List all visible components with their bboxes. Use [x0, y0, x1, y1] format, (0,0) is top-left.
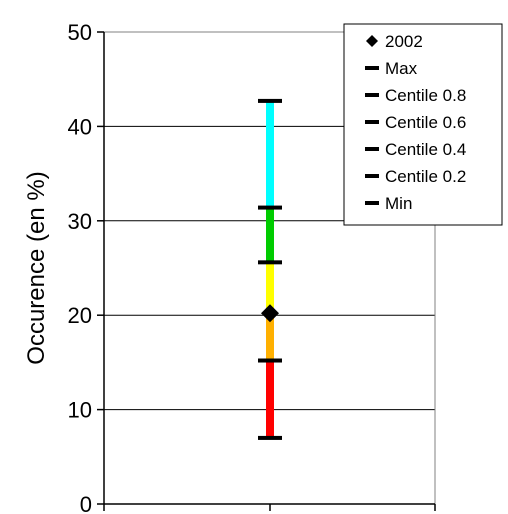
legend-symbol-5: [365, 174, 379, 178]
range-markers: [258, 98, 282, 440]
marker-centile-0-2: [258, 358, 282, 363]
legend-symbol-3: [365, 120, 379, 124]
axes: [97, 31, 436, 511]
y-tick-labels: 0 10 20 30 40 50: [68, 20, 92, 514]
data-points: [261, 304, 279, 323]
range-segments: [266, 100, 274, 438]
y-tick-label-5: 50: [68, 20, 92, 45]
legend-symbol-2: [365, 93, 379, 97]
legend-label-2: Centile 0.8: [385, 86, 466, 105]
y-tick-label-1: 10: [68, 398, 92, 423]
y-tick-label-3: 30: [68, 209, 92, 234]
legend-label-6: Min: [385, 194, 412, 213]
marker-min: [258, 435, 282, 440]
marker-centile-0-6: [258, 260, 282, 265]
legend-symbol-0: [366, 35, 378, 47]
legend-label-5: Centile 0.2: [385, 167, 466, 186]
legend-box: [343, 23, 503, 226]
legend-label-1: Max: [385, 59, 418, 78]
marker-centile-0-8: [258, 205, 282, 210]
legend-label-4: Centile 0.4: [385, 140, 466, 159]
y-tick-label-4: 40: [68, 114, 92, 139]
y-tick-label-2: 20: [68, 303, 92, 328]
marker-max: [258, 98, 282, 103]
legend-label-3: Centile 0.6: [385, 113, 466, 132]
legend-symbol-4: [365, 147, 379, 151]
range-segment-4: [266, 100, 274, 208]
legend-symbol-6: [365, 201, 379, 205]
point-2002: [261, 304, 279, 323]
y-axis-label: Occurence (en %): [23, 171, 50, 364]
legend-label-0: 2002: [385, 32, 423, 51]
legend-symbol-1: [365, 66, 379, 70]
range-segment-0: [266, 360, 274, 438]
range-segment-1: [266, 313, 274, 361]
range-segment-3: [266, 207, 274, 263]
range-segment-2: [266, 262, 274, 314]
legend: 2002 Max Centile 0.8 Centile 0.6 Centile 0.4…: [343, 23, 503, 226]
y-tick-label-0: 0: [80, 492, 92, 514]
